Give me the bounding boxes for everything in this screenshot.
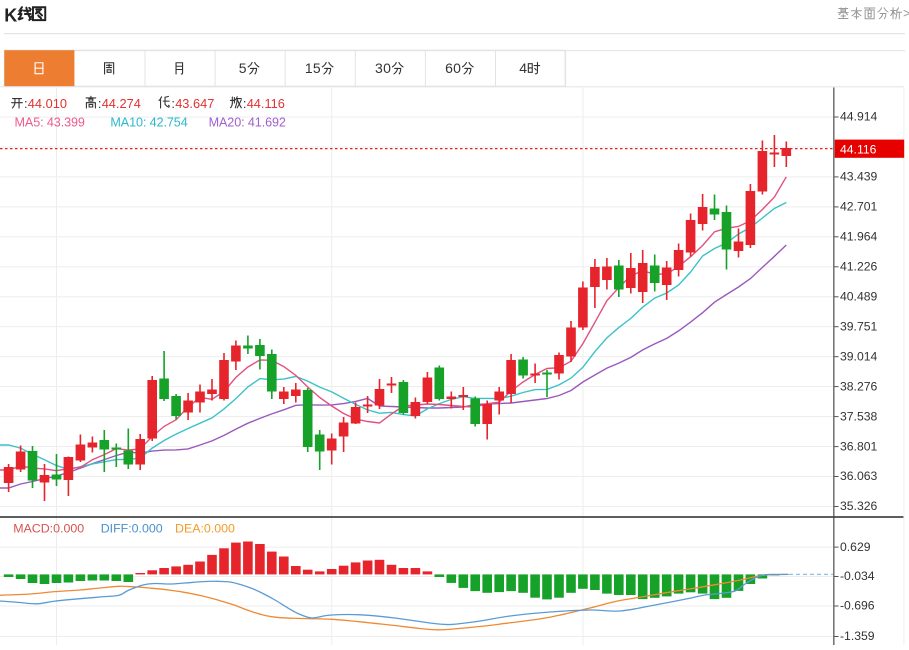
svg-text:4: 4 — [519, 60, 527, 76]
svg-text:MACD:0.000: MACD:0.000 — [13, 522, 84, 536]
svg-text:DEA:0.000: DEA:0.000 — [175, 522, 235, 536]
svg-text:0.629: 0.629 — [840, 540, 871, 554]
svg-text:DIFF:0.000: DIFF:0.000 — [101, 522, 163, 536]
svg-text::: : — [171, 96, 175, 111]
svg-text:41.964: 41.964 — [840, 230, 877, 244]
svg-text:5: 5 — [313, 60, 321, 76]
svg-text:36.801: 36.801 — [840, 439, 877, 453]
svg-text:43.439: 43.439 — [840, 170, 877, 184]
svg-text:44.116: 44.116 — [840, 142, 877, 156]
svg-text:MA10: 42.754: MA10: 42.754 — [110, 116, 187, 130]
svg-text:40.489: 40.489 — [840, 290, 877, 304]
svg-text:>: > — [903, 6, 909, 21]
svg-text:3: 3 — [375, 60, 383, 76]
svg-text:6: 6 — [445, 60, 453, 76]
svg-text:-1.359: -1.359 — [840, 629, 875, 643]
svg-text:1: 1 — [305, 60, 313, 76]
svg-text:-0.034: -0.034 — [840, 569, 875, 583]
svg-text:0: 0 — [453, 60, 461, 76]
svg-text::: : — [98, 96, 102, 111]
svg-text:44.010: 44.010 — [28, 96, 67, 111]
svg-text:35.326: 35.326 — [840, 499, 877, 513]
svg-text:44.116: 44.116 — [247, 96, 285, 111]
svg-text:MA5: 43.399: MA5: 43.399 — [15, 116, 85, 130]
svg-text:44.274: 44.274 — [102, 96, 141, 111]
svg-text:MA20: 41.692: MA20: 41.692 — [209, 116, 286, 130]
svg-text:37.538: 37.538 — [840, 409, 877, 423]
svg-text:39.751: 39.751 — [840, 319, 877, 333]
svg-text:39.014: 39.014 — [840, 349, 877, 363]
svg-text:41.226: 41.226 — [840, 260, 877, 274]
svg-text:44.914: 44.914 — [840, 110, 877, 124]
svg-text:42.701: 42.701 — [840, 200, 877, 214]
svg-text::: : — [24, 96, 28, 111]
svg-text:-0.696: -0.696 — [840, 599, 875, 613]
svg-text:5: 5 — [239, 60, 247, 76]
svg-text:K: K — [4, 6, 17, 26]
svg-text::: : — [243, 96, 247, 111]
svg-text:36.063: 36.063 — [840, 469, 877, 483]
svg-text:38.276: 38.276 — [840, 379, 877, 393]
svg-text:0: 0 — [383, 60, 391, 76]
svg-text:43.647: 43.647 — [175, 96, 214, 111]
